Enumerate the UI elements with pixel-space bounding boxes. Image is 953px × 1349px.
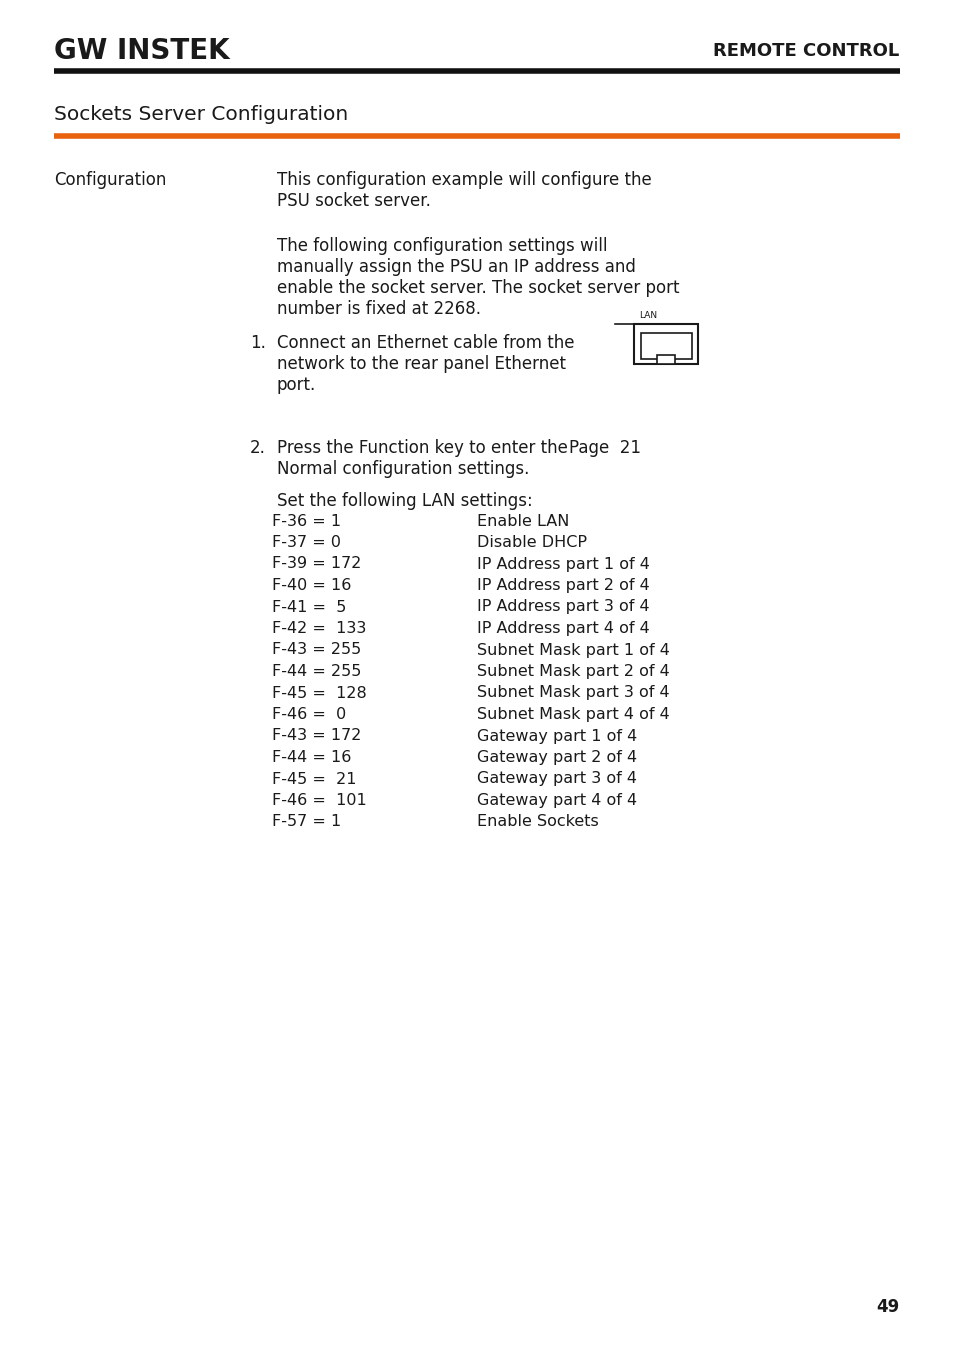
- Text: This configuration example will configure the: This configuration example will configur…: [276, 171, 651, 189]
- Text: port.: port.: [276, 376, 315, 394]
- Text: Subnet Mask part 1 of 4: Subnet Mask part 1 of 4: [476, 642, 669, 657]
- Text: number is fixed at 2268.: number is fixed at 2268.: [276, 299, 480, 318]
- Text: F-43 = 172: F-43 = 172: [272, 728, 361, 743]
- Text: F-45 =  128: F-45 = 128: [272, 685, 366, 700]
- Text: Sockets Server Configuration: Sockets Server Configuration: [54, 104, 348, 124]
- Text: Enable LAN: Enable LAN: [476, 514, 569, 529]
- FancyBboxPatch shape: [640, 333, 691, 359]
- Text: Subnet Mask part 4 of 4: Subnet Mask part 4 of 4: [476, 707, 669, 722]
- Text: Disable DHCP: Disable DHCP: [476, 536, 586, 550]
- Text: REMOTE CONTROL: REMOTE CONTROL: [713, 42, 899, 59]
- Text: F-46 =  101: F-46 = 101: [272, 793, 366, 808]
- Text: manually assign the PSU an IP address and: manually assign the PSU an IP address an…: [276, 258, 635, 277]
- Text: Subnet Mask part 3 of 4: Subnet Mask part 3 of 4: [476, 685, 669, 700]
- Text: network to the rear panel Ethernet: network to the rear panel Ethernet: [276, 355, 565, 374]
- Text: LAN: LAN: [639, 312, 657, 320]
- Text: F-43 = 255: F-43 = 255: [272, 642, 361, 657]
- Text: enable the socket server. The socket server port: enable the socket server. The socket ser…: [276, 279, 679, 297]
- Text: Gateway part 4 of 4: Gateway part 4 of 4: [476, 793, 637, 808]
- Text: F-40 = 16: F-40 = 16: [272, 577, 351, 594]
- Text: Page  21: Page 21: [568, 438, 639, 457]
- Text: F-41 =  5: F-41 = 5: [272, 599, 346, 615]
- Text: Normal configuration settings.: Normal configuration settings.: [276, 460, 529, 478]
- Text: Gateway part 3 of 4: Gateway part 3 of 4: [476, 772, 637, 786]
- Text: Gateway part 2 of 4: Gateway part 2 of 4: [476, 750, 637, 765]
- Text: IP Address part 3 of 4: IP Address part 3 of 4: [476, 599, 649, 615]
- Text: 49: 49: [876, 1298, 899, 1317]
- Text: Gateway part 1 of 4: Gateway part 1 of 4: [476, 728, 637, 743]
- Text: 1.: 1.: [250, 335, 266, 352]
- Text: F-57 = 1: F-57 = 1: [272, 815, 341, 830]
- Text: 2.: 2.: [250, 438, 266, 457]
- FancyBboxPatch shape: [657, 355, 675, 364]
- Text: Configuration: Configuration: [54, 171, 167, 189]
- Text: F-42 =  133: F-42 = 133: [272, 621, 366, 635]
- Text: F-46 =  0: F-46 = 0: [272, 707, 346, 722]
- Text: Enable Sockets: Enable Sockets: [476, 815, 598, 830]
- Text: GW INSTEK: GW INSTEK: [54, 36, 230, 65]
- Text: F-45 =  21: F-45 = 21: [272, 772, 356, 786]
- FancyBboxPatch shape: [634, 324, 698, 364]
- Text: Set the following LAN settings:: Set the following LAN settings:: [276, 492, 532, 510]
- Text: Press the Function key to enter the: Press the Function key to enter the: [276, 438, 567, 457]
- Text: The following configuration settings will: The following configuration settings wil…: [276, 237, 606, 255]
- Text: F-39 = 172: F-39 = 172: [272, 557, 361, 572]
- Text: IP Address part 4 of 4: IP Address part 4 of 4: [476, 621, 649, 635]
- Text: F-36 = 1: F-36 = 1: [272, 514, 340, 529]
- Text: PSU socket server.: PSU socket server.: [276, 192, 430, 210]
- Text: Subnet Mask part 2 of 4: Subnet Mask part 2 of 4: [476, 664, 669, 679]
- Text: F-37 = 0: F-37 = 0: [272, 536, 340, 550]
- Text: IP Address part 2 of 4: IP Address part 2 of 4: [476, 577, 649, 594]
- Text: F-44 = 16: F-44 = 16: [272, 750, 351, 765]
- Text: Connect an Ethernet cable from the: Connect an Ethernet cable from the: [276, 335, 574, 352]
- Text: F-44 = 255: F-44 = 255: [272, 664, 361, 679]
- Text: IP Address part 1 of 4: IP Address part 1 of 4: [476, 557, 649, 572]
